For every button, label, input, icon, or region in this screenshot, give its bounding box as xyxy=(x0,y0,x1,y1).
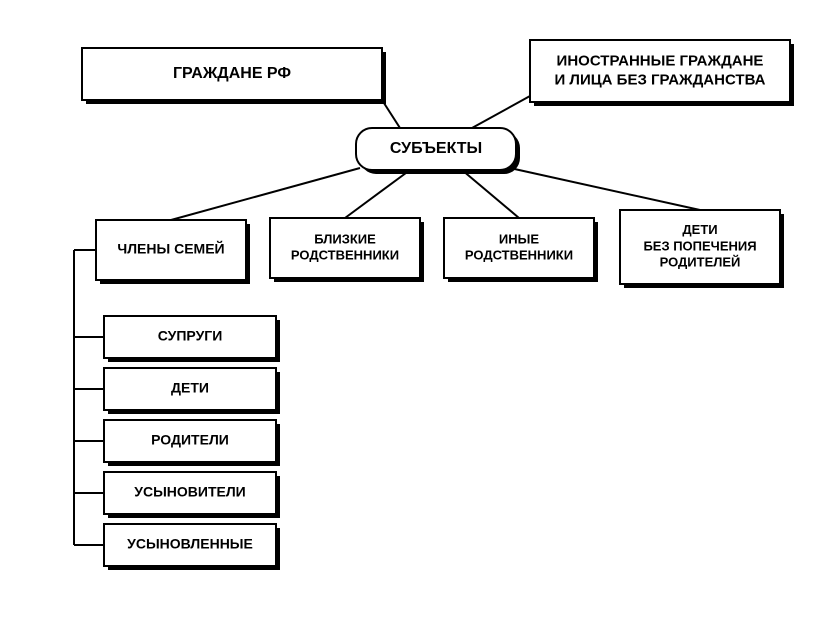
node-b2: БЛИЗКИЕ РОДСТВЕННИКИ xyxy=(270,218,424,282)
node-b2-label-1: РОДСТВЕННИКИ xyxy=(291,248,399,263)
node-s5: УСЫНОВЛЕННЫЕ xyxy=(104,524,280,570)
node-s1-label-0: СУПРУГИ xyxy=(158,328,223,344)
node-b4-label-2: РОДИТЕЛЕЙ xyxy=(660,255,741,270)
node-center-label-0: СУБЪЕКТЫ xyxy=(390,140,482,157)
node-b2-label-0: БЛИЗКИЕ xyxy=(314,231,376,246)
node-s2: ДЕТИ xyxy=(104,368,280,414)
node-s3: РОДИТЕЛИ xyxy=(104,420,280,466)
node-top_right-label-0: ИНОСТРАННЫЕ ГРАЖДАНЕ xyxy=(557,53,764,70)
node-center: СУБЪЕКТЫ xyxy=(356,128,520,174)
node-b3-label-0: ИНЫЕ xyxy=(499,231,539,246)
node-s4: УСЫНОВИТЕЛИ xyxy=(104,472,280,518)
node-s3-label-0: РОДИТЕЛИ xyxy=(151,432,229,448)
node-b3: ИНЫЕ РОДСТВЕННИКИ xyxy=(444,218,598,282)
node-b1: ЧЛЕНЫ СЕМЕЙ xyxy=(96,220,250,284)
node-s2-label-0: ДЕТИ xyxy=(171,380,209,396)
node-s1: СУПРУГИ xyxy=(104,316,280,362)
node-s5-label-0: УСЫНОВЛЕННЫЕ xyxy=(127,536,253,552)
node-b3-label-1: РОДСТВЕННИКИ xyxy=(465,248,573,263)
node-s4-label-0: УСЫНОВИТЕЛИ xyxy=(134,484,245,500)
node-b1-label-0: ЧЛЕНЫ СЕМЕЙ xyxy=(117,240,224,257)
node-b4-label-1: БЕЗ ПОПЕЧЕНИЯ xyxy=(643,238,756,253)
node-b4: ДЕТИБЕЗ ПОПЕЧЕНИЯ РОДИТЕЛЕЙ xyxy=(620,210,784,288)
node-top_left-label-0: ГРАЖДАНЕ РФ xyxy=(173,65,291,82)
node-top_right: ИНОСТРАННЫЕ ГРАЖДАНЕИ ЛИЦА БЕЗ ГРАЖДАНСТ… xyxy=(530,40,794,106)
node-top_left: ГРАЖДАНЕ РФ xyxy=(82,48,386,104)
node-top_right-label-1: И ЛИЦА БЕЗ ГРАЖДАНСТВА xyxy=(554,71,765,88)
node-b4-label-0: ДЕТИ xyxy=(682,222,717,237)
diagram-canvas: ГРАЖДАНЕ РФ ИНОСТРАННЫЕ ГРАЖДАНЕИ ЛИЦА БЕ… xyxy=(0,0,831,623)
